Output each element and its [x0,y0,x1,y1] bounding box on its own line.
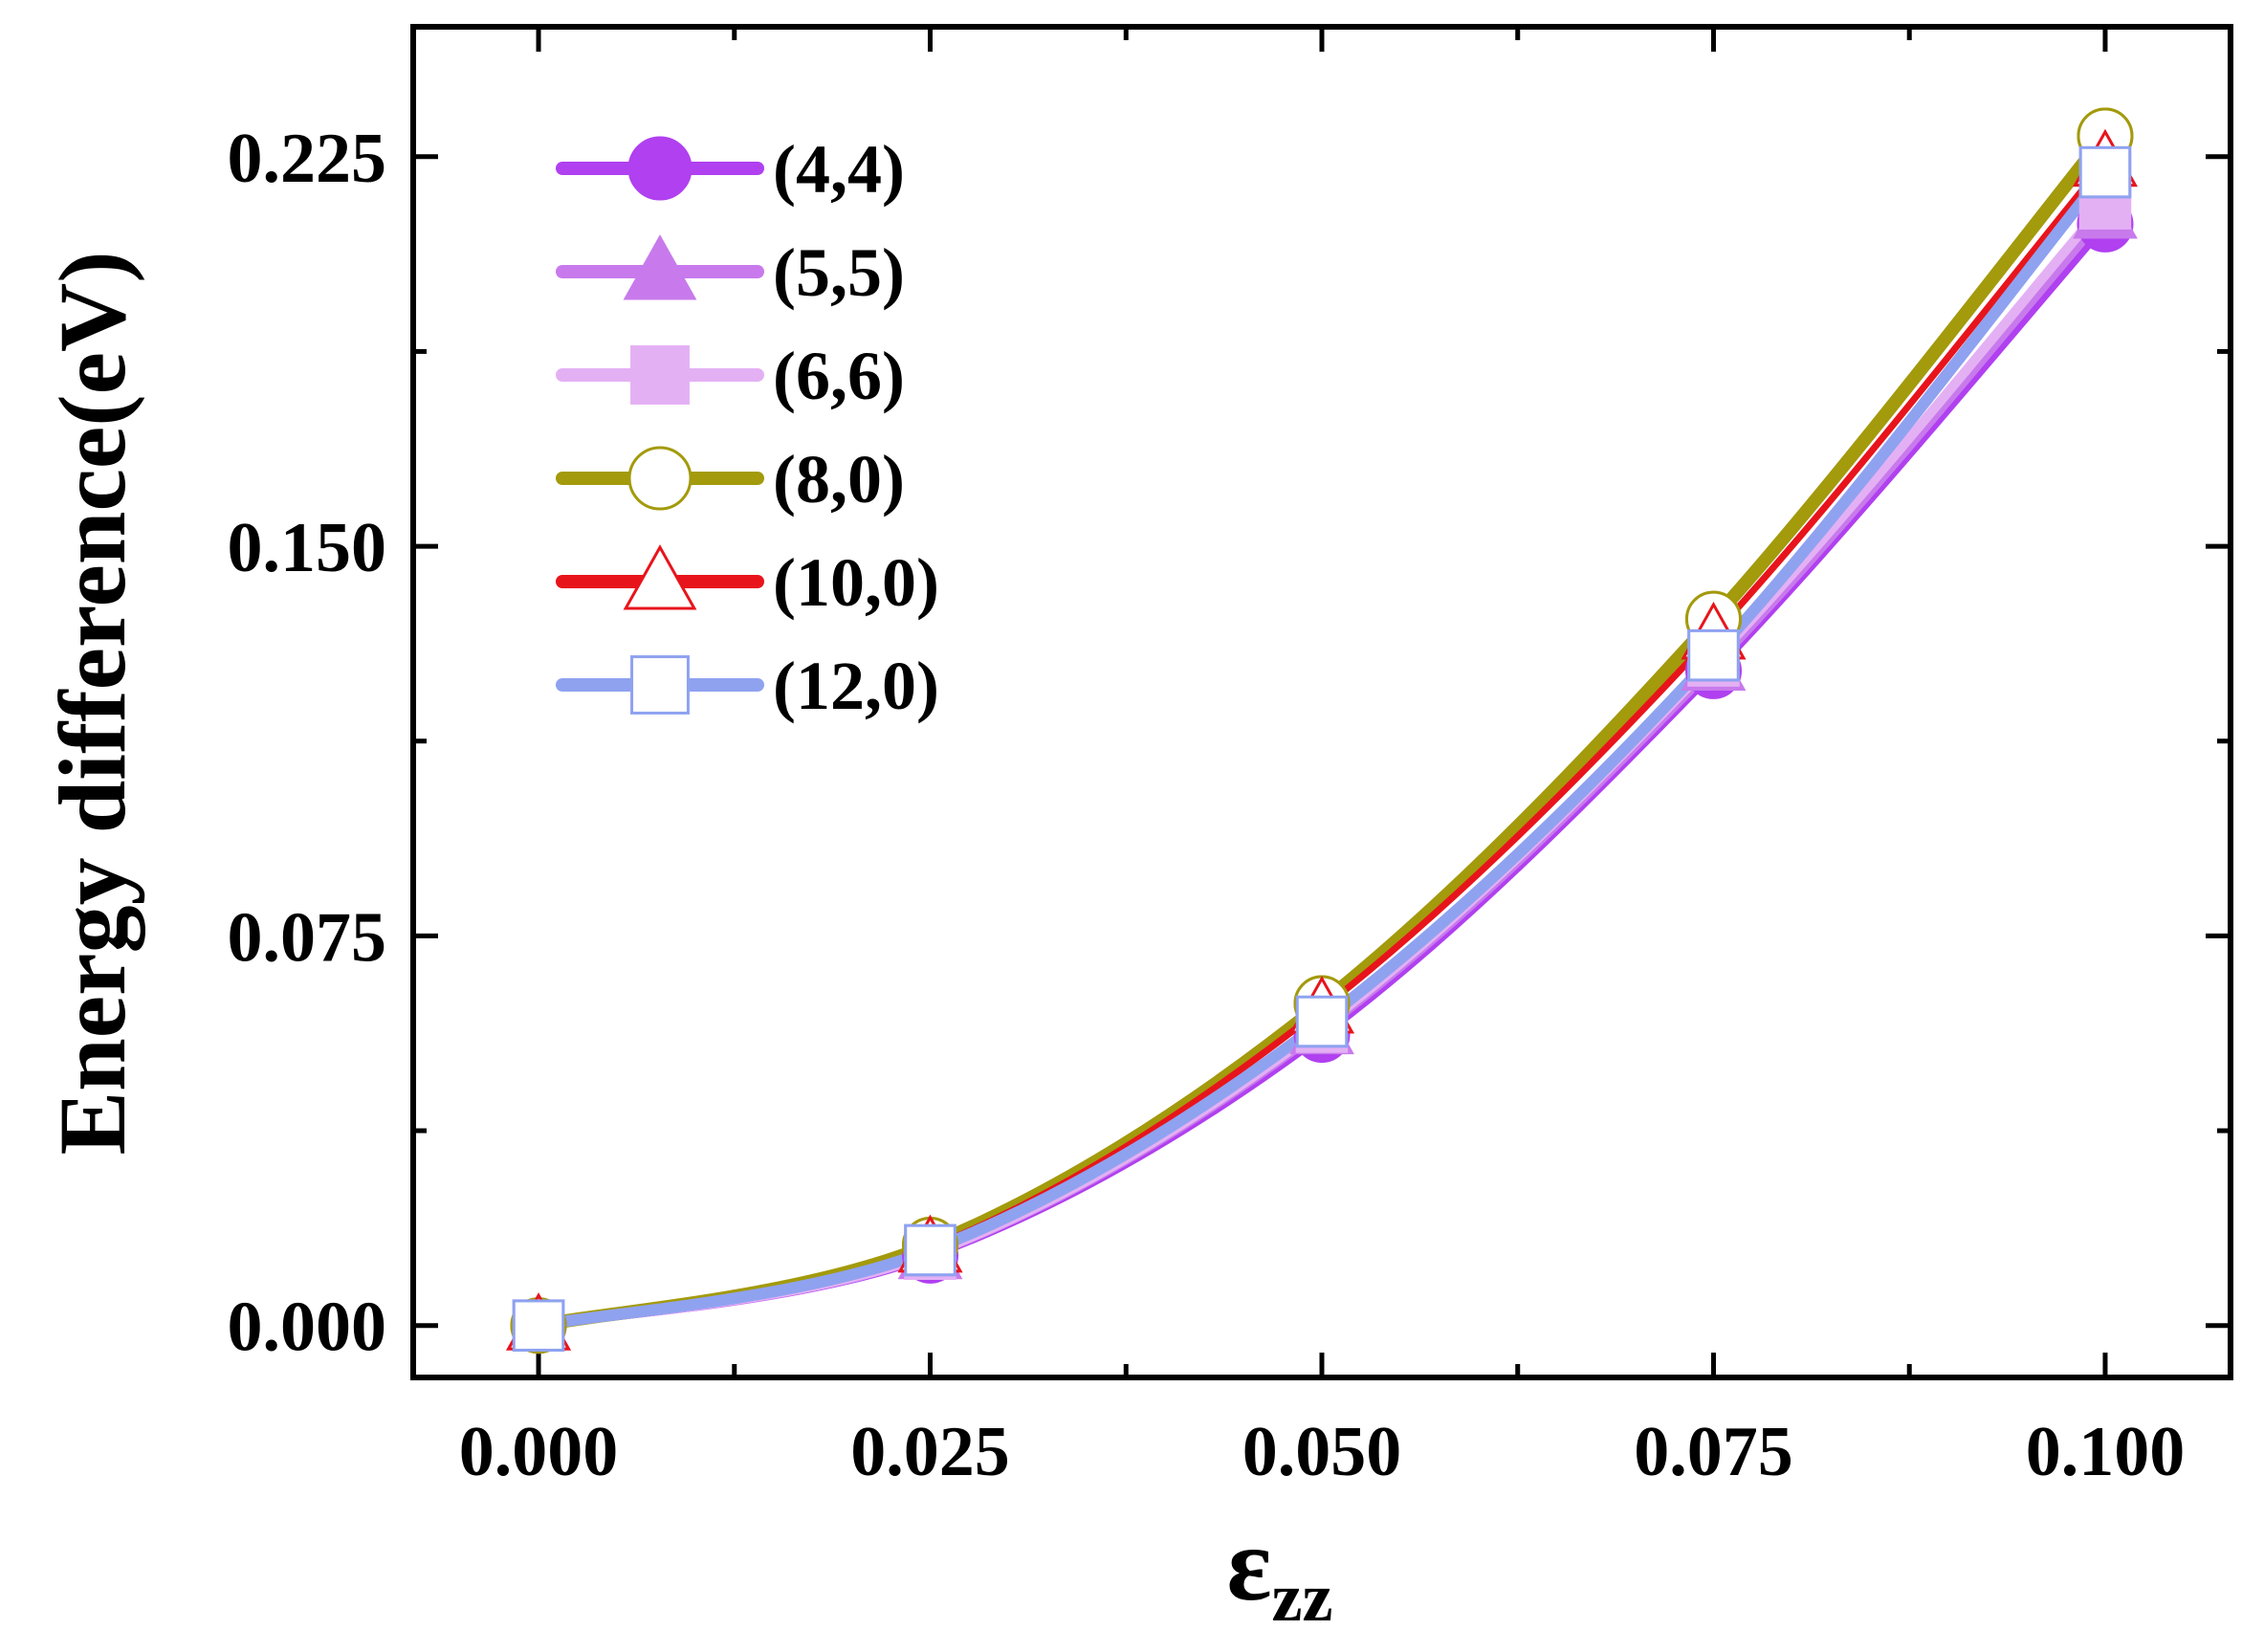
axis-ticks: 0.000 0.025 0.050 0.075 0.100 0.000 0.075 0.150… [228,27,2231,1491]
series-lines [532,129,2112,1333]
series-line-(12,0) [533,166,2111,1332]
legend: (4,4) (5,5) (6,6) (8,0) (10,0) (12,0) [556,131,939,724]
data-point-overlay-(12,0) [904,1223,956,1277]
data-point-overlay-(12,0) [1295,995,1349,1048]
legend-label: (12,0) [773,648,939,724]
legend-label: (5,5) [773,234,905,311]
legend-marker-(10,0) [623,544,697,610]
x-tick-label: 0.025 [850,1413,1010,1491]
y-tick-label: 0.000 [228,1289,387,1367]
data-point-overlay-(12,0) [512,1299,565,1352]
y-tick-label: 0.075 [228,898,387,977]
x-axis-label: εzz [1227,1506,1333,1636]
legend-label: (10,0) [773,544,939,621]
y-tick-label: 0.150 [228,509,387,587]
series-markers [506,107,2138,1355]
x-tick-label: 0.075 [1634,1413,1793,1491]
x-axis-label-subscript: zz [1272,1559,1333,1636]
legend-label: (6,6) [773,338,905,414]
x-tick-label: 0.100 [2026,1413,2186,1491]
legend-marker-(4,4) [627,136,692,201]
series-line-(8,0) [532,129,2112,1333]
x-axis-label-main: ε [1227,1506,1272,1622]
data-point-overlay-(12,0) [1687,628,1740,682]
legend-marker-(8,0) [627,446,692,511]
legend-marker-(6,6) [630,345,690,405]
legend-label: (4,4) [773,131,905,208]
y-axis-label: Energy difference(eV) [39,251,145,1155]
legend-marker-(5,5) [623,234,697,300]
series-line-(10,0) [535,158,2109,1330]
x-tick-label: 0.050 [1242,1413,1402,1491]
legend-label: (8,0) [773,441,905,518]
legend-marker-(12,0) [630,655,690,715]
data-point-overlay-(12,0) [2078,145,2132,199]
x-tick-label: 0.000 [459,1413,619,1491]
y-tick-label: 0.225 [228,120,387,198]
